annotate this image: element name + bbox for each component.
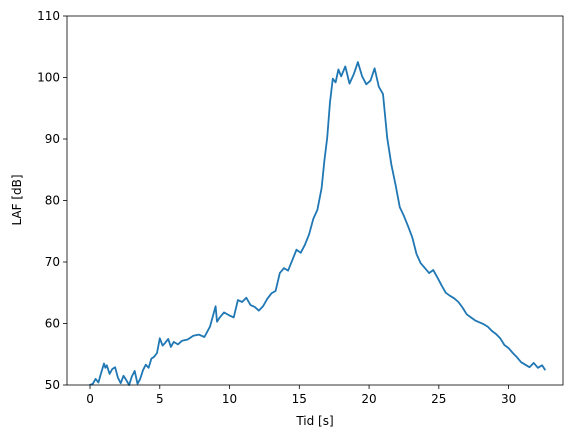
x-tick-label: 25	[431, 392, 446, 406]
y-tick-label: 90	[45, 132, 60, 146]
x-tick-label: 10	[222, 392, 237, 406]
y-axis: 50 60 70 80 90 100 110	[37, 9, 67, 392]
plot-frame	[66, 15, 564, 386]
y-tick-label: 50	[45, 378, 60, 392]
x-axis-label: Tid [s]	[295, 414, 333, 428]
x-tick-label: 15	[292, 392, 307, 406]
x-tick-label: 0	[86, 392, 94, 406]
y-tick-label: 110	[37, 9, 60, 23]
x-tick-label: 30	[501, 392, 516, 406]
plot-background	[67, 16, 563, 385]
y-tick-label: 60	[45, 317, 60, 331]
y-tick-label: 80	[45, 194, 60, 208]
series-line	[89, 61, 546, 386]
y-axis-label: LAF [dB]	[10, 174, 24, 225]
x-tick-label: 20	[361, 392, 376, 406]
y-tick-label: 100	[37, 71, 60, 85]
x-axis: 0 5 10 15 20 25 30	[86, 385, 516, 406]
y-tick-label: 70	[45, 255, 60, 269]
x-tick-label: 5	[156, 392, 164, 406]
